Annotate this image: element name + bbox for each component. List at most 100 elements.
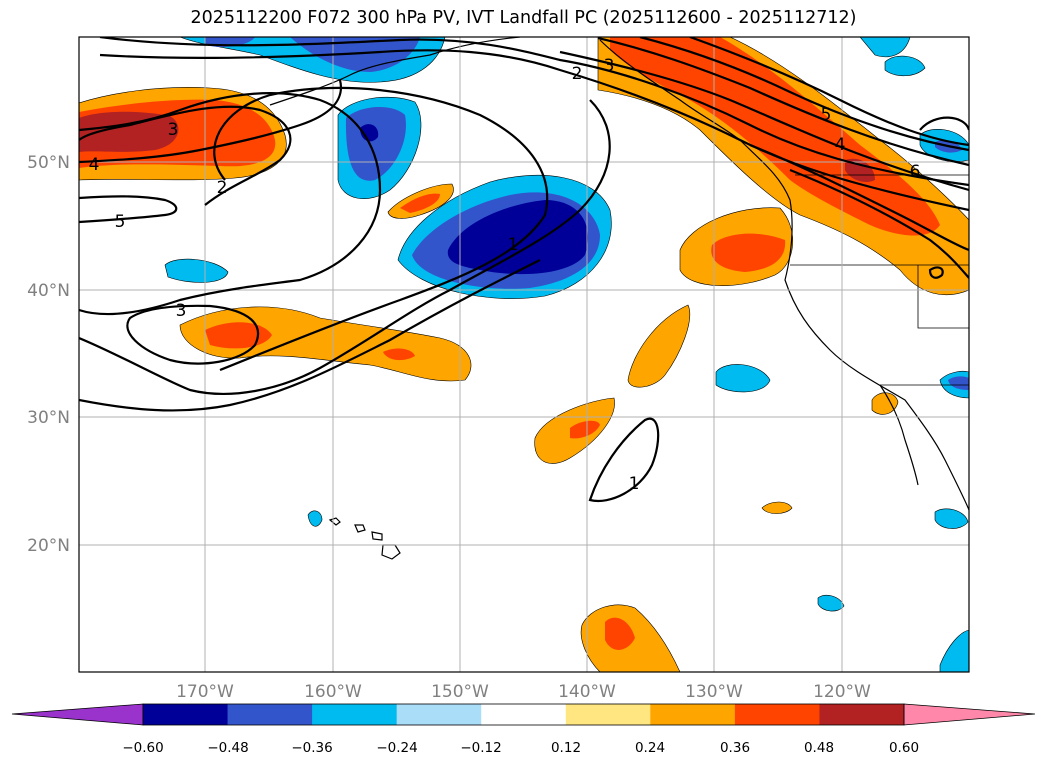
map-title: 2025112200 F072 300 hPa PV, IVT Landfall… (190, 8, 857, 28)
contour-label: 3 (176, 301, 187, 321)
contour-label: 2 (572, 64, 583, 84)
latitude-labels: 50°N 40°N 30°N 20°N (27, 153, 70, 556)
colorbar-ticks: −0.60 −0.48 −0.36 −0.24 −0.12 0.12 0.24 … (122, 740, 919, 756)
contour-se-small (928, 266, 944, 279)
contour-label: 4 (835, 135, 846, 155)
ivt-contours (79, 37, 969, 503)
anomaly-fill-small-west (164, 258, 229, 283)
colorbar-tick-label: 0.48 (804, 740, 834, 756)
negative-anomaly-fills (164, 37, 969, 672)
colorbar-arrow-right (903, 703, 1036, 726)
longitude-labels: 170°W 160°W 150°W 140°W 130°W 120°W (176, 682, 871, 702)
anomaly-fill-small-east (715, 364, 771, 393)
contour-3-low (126, 304, 260, 365)
colorbar-segment (650, 704, 736, 725)
positive-anomaly-fills (79, 37, 969, 672)
contour-label: 5 (821, 105, 832, 125)
lon-label: 170°W (176, 682, 234, 702)
coastline-north-america (599, 39, 969, 511)
anomaly-fill-nw-pacific-max (79, 111, 179, 152)
colorbar-tick-label: 0.60 (889, 740, 919, 756)
lon-label: 130°W (685, 682, 743, 702)
contour-labels: 3 2 3 4 5 2 5 4 6 1 3 1 (89, 56, 921, 494)
contour-label: 5 (115, 212, 126, 232)
anomaly-fill-35n-core-b (383, 348, 415, 361)
colorbar-tick-label: 0.12 (551, 740, 581, 756)
contour-pnw-4 (597, 37, 969, 167)
contour-outer-far-sw (79, 259, 541, 412)
anomaly-fill-se-small (871, 392, 899, 415)
colorbar-tick-label: −0.24 (376, 740, 417, 756)
anomaly-fill-s-small (817, 594, 845, 612)
contour-pnw-6 (689, 37, 969, 147)
colorbar-segments (143, 704, 905, 725)
lon-label: 160°W (304, 682, 362, 702)
contour-2-west (79, 105, 292, 206)
colorbar-segment (734, 704, 820, 725)
colorbar: −0.60 −0.48 −0.36 −0.24 −0.12 0.12 0.24 … (11, 703, 1036, 756)
colorbar-tick-label: −0.12 (460, 740, 501, 756)
contour-pnw-5 (639, 37, 969, 152)
contour-ne-loop (919, 116, 969, 131)
anomaly-fill-baja-small (761, 501, 793, 514)
anomaly-fill-small-north-core (400, 193, 440, 213)
anomaly-fill-28n-core (570, 420, 600, 439)
contour-pnw-3 (559, 50, 969, 192)
colorbar-segment (819, 704, 905, 725)
colorbar-segment (396, 704, 482, 725)
contour-pnw-inner-2 (789, 168, 969, 279)
colorbar-segment (565, 704, 651, 725)
map-plot-area: 3 2 3 4 5 2 5 4 6 1 3 1 (79, 37, 969, 672)
anomaly-fill-se-corner (939, 629, 969, 672)
colorbar-segment (143, 704, 229, 725)
contour-3-west (79, 92, 382, 316)
map-frame (78, 36, 970, 673)
colorbar-segment (227, 704, 313, 725)
coastline-hawaii-3 (371, 531, 383, 541)
contour-pnw-1 (99, 37, 969, 187)
colorbar-tick-label: −0.60 (122, 740, 163, 756)
anomaly-fill-north-core (360, 124, 379, 142)
anomaly-fill-se-blue (934, 508, 969, 529)
lat-label: 50°N (27, 153, 70, 173)
lon-label: 140°W (558, 682, 616, 702)
contour-label: 1 (629, 474, 640, 494)
colorbar-tick-label: 0.24 (635, 740, 665, 756)
contour-label: 3 (604, 56, 615, 76)
anomaly-fill-east-edge-core (948, 376, 969, 390)
colorbar-tick-label: −0.48 (207, 740, 248, 756)
contour-label: 6 (910, 162, 921, 182)
contour-1-south (588, 417, 660, 503)
anomaly-fill-south-core (605, 617, 635, 650)
anomaly-fill-pnw-max (845, 158, 875, 182)
contour-outer-sw (79, 99, 611, 395)
contour-label: 2 (217, 178, 228, 198)
contour-5-west (79, 195, 178, 224)
anomaly-fill-central-core (447, 200, 589, 275)
coastline-baja (879, 384, 919, 486)
anomaly-fill-hawaii-small (307, 510, 323, 527)
anomaly-fill-43n-core (711, 233, 786, 272)
anomaly-fill-sw-elongated (627, 304, 690, 388)
lon-label: 120°W (813, 682, 871, 702)
border-nv-ca (917, 265, 969, 329)
lat-label: 20°N (27, 536, 70, 556)
contour-label: 3 (168, 120, 179, 140)
political-borders (790, 174, 969, 386)
colorbar-frame (142, 703, 905, 726)
contour-label: 1 (508, 235, 519, 255)
colorbar-arrow-left (11, 703, 144, 726)
lat-label: 40°N (27, 281, 70, 301)
coastline-hawaii-2 (354, 524, 366, 533)
colorbar-segment (481, 704, 567, 725)
lat-label: 30°N (27, 408, 70, 428)
anomaly-fill-ne-corner (884, 55, 926, 77)
contour-pnw-inner-1 (749, 143, 969, 252)
colorbar-tick-label: 0.36 (720, 740, 750, 756)
contour-4-west (79, 79, 343, 164)
contour-label: 4 (89, 155, 100, 175)
coastline-hawaii-1 (328, 517, 341, 526)
contour-1-central (213, 86, 549, 372)
colorbar-tick-label: −0.36 (291, 740, 332, 756)
